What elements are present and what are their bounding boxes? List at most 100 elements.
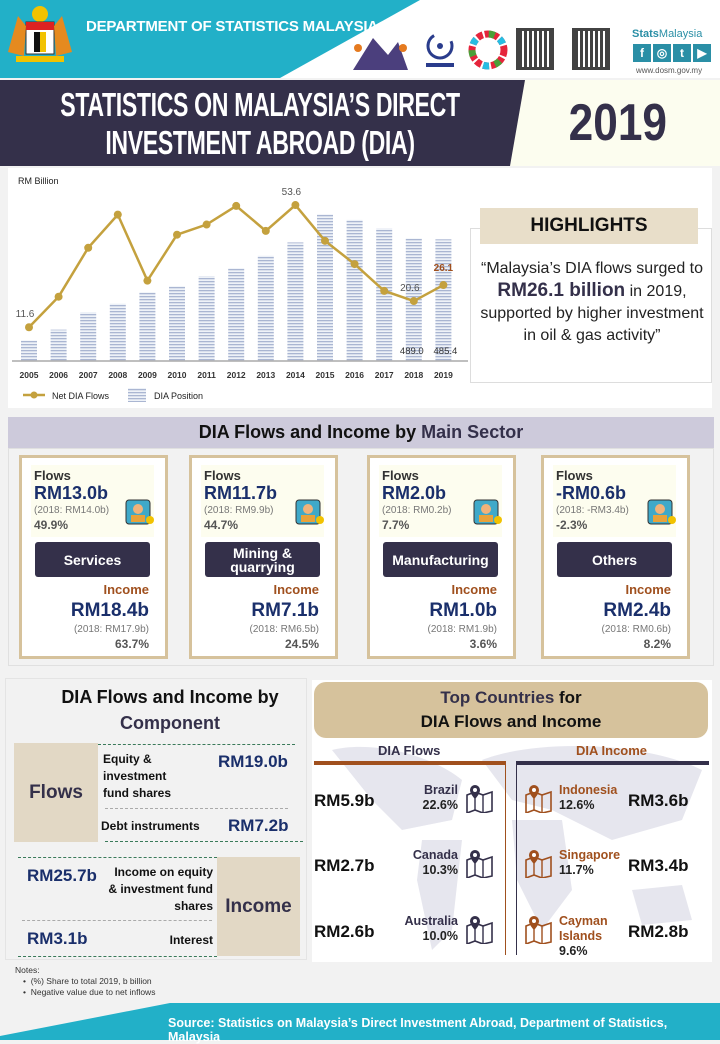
- income-value: RM1.0b: [429, 600, 497, 621]
- y-axis-label: RM Billion: [18, 176, 59, 186]
- notes: Notes: • (%) Share to total 2019, b bill…: [15, 965, 155, 998]
- sdg-wheel-logo: [468, 30, 508, 70]
- dia-position-bar: [287, 242, 304, 361]
- sector-name-button[interactable]: Services: [35, 542, 150, 577]
- stats-malaysia-brand: StatsMalaysia: [632, 28, 702, 40]
- legend: Net DIA Flows DIA Position: [23, 388, 203, 402]
- sector-name-button[interactable]: Others: [557, 542, 672, 577]
- map-pin-icon: [525, 785, 552, 813]
- dia-position-bar: [198, 276, 215, 361]
- income-value: RM2.4b: [603, 600, 671, 621]
- flows-share: 7.7%: [382, 518, 410, 532]
- country-flows-value: RM2.6b: [314, 922, 375, 941]
- dia-position-bar: [317, 214, 333, 361]
- divider: [105, 808, 288, 809]
- x-tick-label: 2007: [79, 370, 98, 380]
- highlight-text-before: “Malaysia’s DIA flows surged to: [480, 260, 703, 277]
- net-dia-flows-point: [113, 210, 122, 219]
- dia-position-bar: [109, 303, 126, 361]
- person-phone-icon: [125, 499, 154, 525]
- income-previous: (2018: RM17.9b): [73, 624, 149, 635]
- sector-name-button[interactable]: Mining & quarrying: [205, 542, 320, 577]
- title-line-1: STATISTICS ON MALAYSIA’S DIRECT: [60, 86, 460, 123]
- country-share: 10.0%: [422, 929, 458, 943]
- net-dia-flows-point: [439, 281, 448, 290]
- net-dia-flows-point: [25, 323, 33, 332]
- income-share: 24.5%: [284, 637, 319, 651]
- instagram-icon[interactable]: ◎: [653, 44, 671, 62]
- component-title: DIA Flows and Income by Component: [20, 684, 320, 736]
- page-title: STATISTICS ON MALAYSIA’S DIRECT INVESTMEN…: [8, 86, 512, 162]
- x-tick-label: 2016: [345, 370, 364, 380]
- x-tick-label: 2010: [168, 370, 187, 380]
- dia-position-bar: [346, 219, 363, 361]
- income-header-rule: [516, 761, 709, 765]
- youtube-icon[interactable]: ▶: [693, 44, 711, 62]
- flows-data-label: 26.1: [434, 263, 454, 274]
- income-value: RM18.4b: [70, 600, 149, 621]
- net-dia-flows-point: [173, 230, 181, 239]
- net-dia-flows-point: [54, 292, 63, 301]
- legend-point-swatch: [30, 391, 38, 399]
- income-previous: (2018: RM6.5b): [249, 624, 319, 635]
- notes-title: Notes:: [15, 965, 40, 975]
- net-dia-flows-point: [261, 226, 270, 235]
- flows-label: Flows: [556, 468, 593, 483]
- income-label: Income: [451, 582, 497, 597]
- income-share: 8.2%: [643, 637, 671, 651]
- map-pin-icon: [466, 785, 493, 813]
- sector-name-button[interactable]: Manufacturing: [383, 542, 498, 577]
- flows-block: Flows: [14, 743, 98, 842]
- income-label: Income: [625, 582, 671, 597]
- flows-label: Flows: [204, 468, 241, 483]
- sector-title-main: DIA Flows and Income by: [198, 422, 422, 442]
- net-dia-flows-point: [143, 276, 152, 285]
- flows-label: Flows: [34, 468, 71, 483]
- qr-code-website[interactable]: [516, 28, 554, 70]
- department-name: DEPARTMENT OF STATISTICS MALAYSIA: [86, 18, 379, 35]
- facebook-icon[interactable]: f: [633, 44, 651, 62]
- net-dia-flows-point: [291, 201, 300, 210]
- twitter-icon[interactable]: t: [673, 44, 691, 62]
- flows-header-rule: [314, 761, 506, 765]
- divider: [105, 841, 303, 842]
- legend-bar-swatch: [128, 388, 146, 402]
- flows-share: -2.3%: [556, 518, 588, 532]
- title-year: 2019: [568, 94, 668, 152]
- website-url[interactable]: www.dosm.gov.my: [636, 66, 703, 75]
- net-dia-flows-point: [409, 297, 418, 306]
- component-value: RM7.2b: [228, 816, 289, 835]
- sector-card-others: Flows -RM0.6b (2018: -RM3.4b) -2.3% Othe…: [541, 455, 690, 659]
- income-share: 63.7%: [114, 637, 149, 651]
- flows-previous: (2018: RM0.2b): [382, 505, 452, 516]
- country-name: Australia: [404, 914, 459, 928]
- country-share: 22.6%: [422, 798, 458, 812]
- highlights-box: [470, 228, 712, 383]
- flows-share: 49.9%: [34, 518, 69, 532]
- component-label: Income on equity & investment fund share…: [108, 865, 213, 913]
- qr-code-facebook[interactable]: [572, 28, 610, 70]
- income-previous: (2018: RM1.9b): [427, 624, 497, 635]
- miner-icon: [295, 499, 324, 525]
- brand-bold: Stats: [632, 28, 659, 40]
- flows-value: RM2.0b: [382, 483, 447, 503]
- dia-position-bar: [80, 312, 97, 361]
- country-share: 12.6%: [559, 798, 595, 812]
- countries-title-line-2: DIA Flows and Income: [420, 712, 602, 731]
- note-text: (%) Share to total 2019, b billion: [30, 976, 152, 986]
- component-label: Interest: [169, 933, 213, 947]
- census-logo: [353, 38, 408, 70]
- flows-previous: (2018: RM9.9b): [204, 505, 274, 516]
- flows-data-label: 20.6: [400, 283, 420, 294]
- dia-position-bar: [228, 268, 245, 361]
- countries-title-mid: for: [554, 688, 582, 707]
- net-dia-flows-point: [202, 220, 211, 229]
- income-label: Income: [273, 582, 319, 597]
- country-share: 9.6%: [559, 944, 588, 958]
- countries-title-accent: Top Countries: [440, 688, 555, 707]
- x-tick-label: 2011: [197, 370, 216, 380]
- country-name: Brazil: [423, 783, 458, 797]
- divider: [18, 857, 217, 858]
- position-data-label: 485.4: [434, 346, 458, 357]
- flows-data-label: 53.6: [282, 187, 302, 198]
